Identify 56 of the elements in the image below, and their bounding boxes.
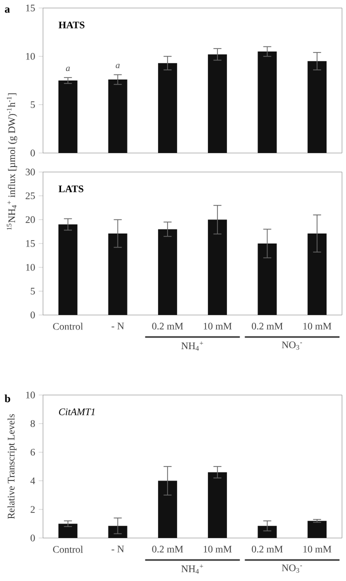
- x-tick-label: 0.2 mM: [152, 322, 184, 330]
- bar: [208, 472, 227, 538]
- y-tick-label: 8: [30, 420, 35, 427]
- bar: [108, 526, 128, 538]
- x-tick-label: 10 mM: [303, 546, 332, 552]
- y-tick-label: 10: [26, 392, 35, 398]
- y-axis-title: Relative Transcript Levels: [7, 414, 17, 519]
- x-tick-label: 0.2 mM: [252, 322, 283, 330]
- y-tick-label: 25: [26, 192, 35, 200]
- x-tick-label: Control: [53, 546, 83, 553]
- x-tick-label: 10 mM: [303, 322, 332, 330]
- bar: [208, 220, 227, 315]
- x-tick-label: - N: [112, 546, 124, 552]
- bar: [308, 520, 327, 538]
- bar: [258, 526, 277, 538]
- y-tick-label: 10: [26, 52, 35, 60]
- text: $^{15}$NH$_{4}$$^{+}$ influx [µmol (g DW)$^{-1}$h$^{-1}$]: [6, 93, 18, 230]
- text: CitAMT1: [59, 408, 94, 416]
- y-tick-label: 10: [26, 264, 35, 271]
- bar: [158, 480, 178, 538]
- annotation: a: [116, 64, 120, 68]
- y-tick-label: 20: [26, 216, 35, 224]
- x-tick-label: 0.2 mM: [252, 546, 283, 553]
- x-tick-label: 10 mM: [204, 322, 232, 330]
- bar: [258, 244, 277, 315]
- y-tick-label: 6: [30, 448, 35, 456]
- x-tick-label: 0.2 mM: [152, 546, 184, 553]
- y-tick-label: 5: [30, 101, 35, 108]
- annotation: a: [66, 66, 70, 72]
- y-tick-label: 2: [30, 506, 35, 513]
- y-tick-label: 0: [30, 150, 35, 156]
- bar: [58, 80, 78, 154]
- text: a: [4, 8, 10, 13]
- y-tick-label: 0: [30, 312, 35, 318]
- text: LATS: [58, 186, 84, 192]
- bar: [208, 54, 227, 154]
- bar: [308, 61, 327, 154]
- y-tick-label: 15: [26, 4, 35, 12]
- bar: [58, 524, 78, 538]
- bar: [258, 52, 277, 154]
- bar: [108, 80, 128, 154]
- bar: [158, 63, 178, 154]
- y-tick-label: 30: [26, 168, 35, 176]
- y-tick-label: 0: [30, 534, 35, 542]
- bar: [58, 224, 78, 315]
- y-tick-label: 5: [30, 288, 35, 294]
- x-tick-label: Control: [53, 322, 83, 330]
- x-tick-label: 10 mM: [204, 546, 232, 552]
- bar: [158, 229, 178, 315]
- y-tick-label: 4: [30, 478, 36, 484]
- text: b: [4, 394, 10, 402]
- bar: [308, 233, 327, 315]
- x-tick-label: - N: [112, 322, 124, 330]
- y-tick-label: 15: [26, 240, 35, 247]
- text: HATS: [58, 22, 84, 28]
- bar: [108, 233, 128, 315]
